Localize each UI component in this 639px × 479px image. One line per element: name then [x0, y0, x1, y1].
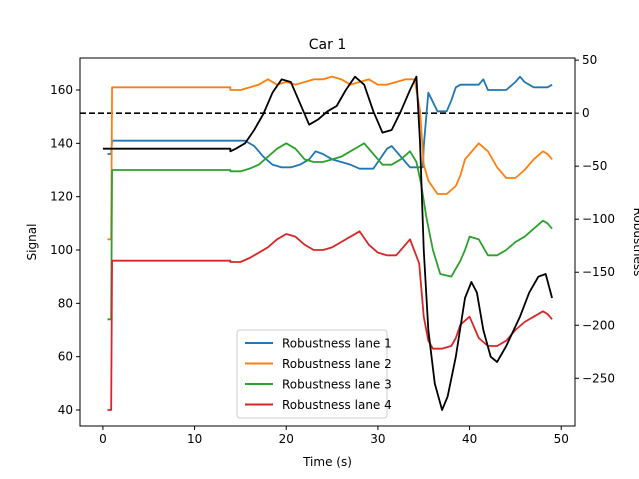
y-axis-label-left: Signal	[25, 224, 39, 261]
x-tick-label: 40	[462, 432, 477, 446]
y-tick-label-left: 40	[58, 403, 73, 417]
y-tick-label-left: 100	[50, 243, 73, 257]
y-tick-label-right: −100	[582, 212, 615, 226]
y-tick-label-left: 60	[58, 350, 73, 364]
x-tick-label: 0	[99, 432, 107, 446]
y-tick-label-right: −250	[582, 371, 615, 385]
y-axis-label-right: Robustness	[631, 208, 639, 277]
y-tick-label-left: 120	[50, 190, 73, 204]
y-tick-label-right: −200	[582, 318, 615, 332]
legend-label: Robustness lane 2	[282, 357, 392, 371]
x-tick-label: 50	[554, 432, 569, 446]
axes-layer: 0 10 20 30 40 50 40 60 80 100 120 140 160 −250 −200 −15…	[50, 53, 615, 446]
plot-frame	[79, 57, 576, 427]
y-tick-label-right: −50	[582, 159, 607, 173]
legend-label: Robustness lane 4	[282, 398, 392, 412]
x-axis-label: Time (s)	[302, 455, 352, 469]
y-tick-label-right: −150	[582, 265, 615, 279]
x-tick-label: 20	[279, 432, 294, 446]
series-line-lane-1	[107, 75, 553, 170]
x-tick-label: 30	[370, 432, 385, 446]
signal-line	[102, 75, 553, 411]
y-tick-label-left: 80	[58, 296, 73, 310]
legend-label: Robustness lane 1	[282, 337, 392, 351]
y-tick-label-right: 0	[582, 106, 590, 120]
series-layer	[80, 75, 575, 411]
series-line-lane-4	[107, 230, 553, 411]
legend-box	[236, 329, 388, 419]
legend: Robustness lane 1 Robustness lane 2 Robust…	[236, 329, 392, 419]
y-tick-label-left: 160	[50, 83, 73, 97]
series-line-lane-2	[107, 75, 553, 241]
series-line-lane-3	[107, 142, 553, 321]
chart-title: Car 1	[309, 37, 346, 53]
y-tick-label-left: 140	[50, 136, 73, 150]
y-tick-label-right: 50	[582, 53, 597, 67]
x-tick-label: 10	[187, 432, 202, 446]
legend-label: Robustness lane 3	[282, 378, 392, 392]
